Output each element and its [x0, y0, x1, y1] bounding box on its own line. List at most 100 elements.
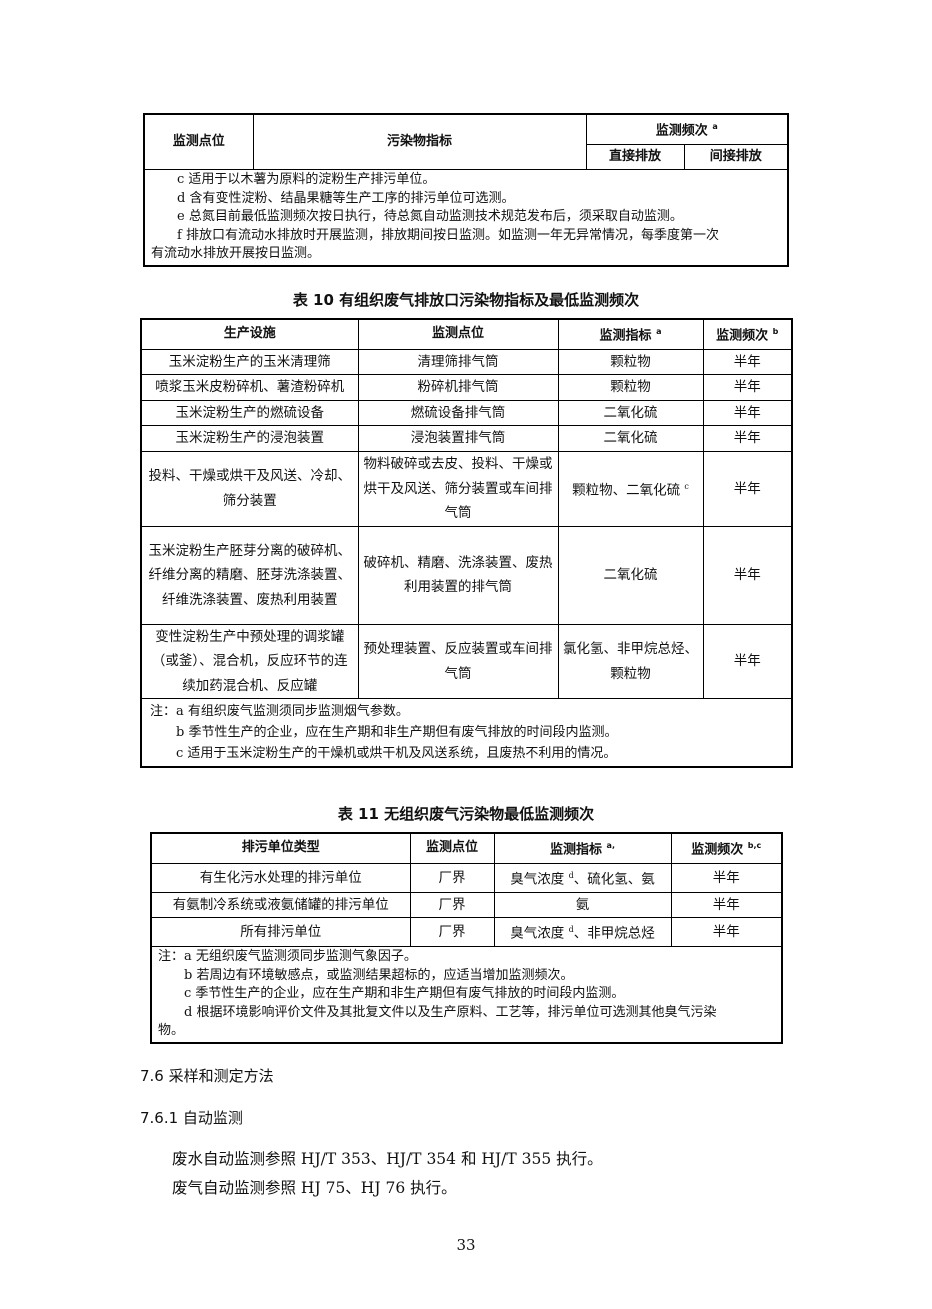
cell-indicator: 臭气浓度 d、非甲烷总烃	[493, 917, 672, 948]
cell-freq: 半年	[702, 399, 793, 427]
column-header: 监测频次 b	[702, 318, 793, 350]
cell-freq: 半年	[670, 862, 783, 893]
indicator-text: 臭气浓度	[510, 871, 565, 888]
header-text: 监测指标	[599, 328, 652, 344]
note: 注：a 无组织废气监测须同步监测气象因子。	[158, 949, 417, 965]
freq-text: 半年	[733, 379, 761, 396]
header-freq: 监测频次 a	[585, 113, 789, 145]
indicator-text: 二氧化硫	[603, 430, 658, 447]
cell-facility: 玉米淀粉生产胚芽分离的破碎机、纤维分离的精磨、胚芽洗涤装置、纤维洗涤装置、废热利…	[140, 525, 359, 625]
sup: b,c	[747, 841, 762, 850]
paragraph: 废水自动监测参照 HJ/T 353、HJ/T 354 和 HJ/T 355 执行…	[172, 1150, 603, 1168]
sup: b	[772, 327, 779, 336]
cell-facility: 玉米淀粉生产的浸泡装置	[140, 425, 359, 452]
header-text: 监测频次	[716, 328, 769, 344]
cell-facility: 玉米淀粉生产的燃硫设备	[140, 399, 359, 427]
cell-freq: 半年	[702, 348, 793, 376]
header-text: 排污单位类型	[241, 840, 320, 856]
column-header: 排污单位类型	[150, 832, 411, 864]
cell-indicator: 颗粒物	[557, 374, 704, 401]
note: f 排放口有流动水排放时开展监测，排放期间按日监测。如监测一年无异常情况，每季度…	[177, 227, 719, 243]
point-text: 厂界	[438, 869, 466, 886]
freq-text: 半年	[733, 430, 761, 447]
note: e 总氮目前最低监测频次按日执行，待总氮自动监测技术规范发布后，须采取自动监测。	[177, 209, 683, 225]
point-text: 厂界	[438, 896, 466, 913]
header-indirect: 间接排放	[683, 143, 789, 171]
table-row: 玉米淀粉生产的燃硫设备 燃硫设备排气筒 二氧化硫 半年	[140, 399, 793, 427]
point-text: 粉碎机排气筒	[417, 379, 499, 396]
freq-text: 半年	[733, 653, 761, 670]
indicator-text: 颗粒物、二氧化硫	[572, 482, 681, 499]
indicator-text: 颗粒物	[610, 353, 651, 370]
table-row: 玉米淀粉生产的浸泡装置 浸泡装置排气筒 二氧化硫 半年	[140, 425, 793, 452]
facility-text: 变性淀粉生产中预处理的调浆罐（或釜）、混合机，反应环节的连续加药混合机、反应罐	[151, 628, 348, 694]
point-text: 清理筛排气筒	[417, 353, 499, 370]
page-number: 33	[456, 1236, 476, 1254]
table-notes: 注：a 有组织废气监测须同步监测烟气参数。 b 季节性生产的企业，应在生产期和非…	[140, 698, 793, 768]
section-heading: 7.6 采样和测定方法	[140, 1067, 274, 1085]
point-text: 浸泡装置排气筒	[410, 430, 506, 447]
facility-text: 喷浆玉米皮粉碎机、薯渣粉碎机	[155, 379, 345, 396]
type-text: 所有排污单位	[240, 924, 322, 941]
point-text: 破碎机、精磨、洗涤装置、废热利用装置的排气筒	[363, 554, 553, 596]
cell-indicator: 二氧化硫	[557, 425, 704, 452]
cell-point: 粉碎机排气筒	[357, 374, 559, 401]
cell-freq: 半年	[702, 525, 793, 625]
cell-point: 清理筛排气筒	[357, 348, 559, 376]
table-row: 喷浆玉米皮粉碎机、薯渣粉碎机 粉碎机排气筒 颗粒物 半年	[140, 374, 793, 401]
cell-point: 厂界	[409, 862, 495, 893]
table-row: 有氨制冷系统或液氨储罐的排污单位 厂界 氨 半年	[150, 891, 783, 919]
cell-freq: 半年	[670, 891, 783, 919]
table-prev-continuation: 监测点位 污染物指标 监测频次 a 直接排放 间接排放 c 适用于以木薯为原料的…	[143, 113, 790, 267]
table11-title: 表 11 无组织废气污染物最低监测频次	[337, 805, 595, 823]
point-text: 物料破碎或去皮、投料、干燥或烘干及风送、筛分装置或车间排气筒	[363, 456, 553, 522]
note: d 含有变性淀粉、结晶果糖等生产工序的排污单位可选测。	[177, 190, 515, 206]
sup: a	[656, 327, 662, 336]
facility-text: 玉米淀粉生产的玉米清理筛	[168, 353, 331, 370]
table-row: 玉米淀粉生产的玉米清理筛 清理筛排气筒 颗粒物 半年	[140, 348, 793, 376]
header-text: 监测点位	[431, 326, 484, 342]
facility-text: 投料、干燥或烘干及风送、冷却、筛分装置	[148, 468, 352, 509]
indicator-text: 臭气浓度	[510, 925, 565, 942]
header-direct: 直接排放	[585, 143, 685, 171]
indicator-text: 氯化氢、非甲烷总烃、颗粒物	[563, 641, 698, 682]
table10-title: 表 10 有组织废气排放口污染物指标及最低监测频次	[292, 291, 640, 309]
table11: 排污单位类型 监测点位 监测指标 a, 监测频次 b,c 有生化污水处理的排污单位 厂界…	[150, 832, 783, 1044]
cell-point: 浸泡装置排气筒	[357, 425, 559, 452]
header-text: 监测指标	[550, 842, 603, 858]
header-text: 监测点位	[425, 840, 478, 856]
point-text: 预处理装置、反应装置或车间排气筒	[363, 641, 553, 682]
header-text: 监测频次	[691, 842, 744, 858]
indicator-text: 颗粒物	[610, 379, 651, 396]
sup: a	[712, 122, 718, 131]
cell-type: 所有排污单位	[150, 917, 411, 948]
cell-indicator: 二氧化硫	[557, 399, 704, 427]
indicator-text: 氨	[575, 896, 590, 913]
cell-indicator: 臭气浓度 d、硫化氢、氨	[493, 862, 672, 893]
header-pollutant: 污染物指标	[252, 113, 587, 171]
column-header: 监测指标 a	[557, 318, 704, 350]
table-notes: 注：a 无组织废气监测须同步监测气象因子。 b 若周边有环境敏感点，或监测结果超…	[150, 946, 783, 1044]
cell-type: 有氨制冷系统或液氨储罐的排污单位	[150, 891, 411, 919]
cell-point: 燃硫设备排气筒	[357, 399, 559, 427]
point-text: 燃硫设备排气筒	[410, 404, 506, 421]
cell-facility: 投料、干燥或烘干及风送、冷却、筛分装置	[140, 450, 359, 527]
table-row: 玉米淀粉生产胚芽分离的破碎机、纤维分离的精磨、胚芽洗涤装置、纤维洗涤装置、废热利…	[140, 525, 793, 625]
cell-point: 厂界	[409, 891, 495, 919]
table-row: 所有排污单位 厂界 臭气浓度 d、非甲烷总烃 半年	[150, 917, 783, 948]
cell-facility: 喷浆玉米皮粉碎机、薯渣粉碎机	[140, 374, 359, 401]
indicator-text: 、硫化氢、氨	[573, 871, 655, 888]
type-text: 有生化污水处理的排污单位	[199, 869, 362, 886]
cell-indicator: 氨	[493, 891, 672, 919]
column-header: 监测点位	[409, 832, 495, 864]
note: b 若周边有环境敏感点，或监测结果超标的，应适当增加监测频次。	[184, 967, 574, 983]
note: b 季节性生产的企业，应在生产期和非生产期但有废气排放的时间段内监测。	[176, 725, 618, 741]
cell-point: 厂界	[409, 917, 495, 948]
facility-text: 玉米淀粉生产的浸泡装置	[175, 430, 325, 447]
freq-text: 半年	[733, 567, 761, 584]
note: c 适用于以木薯为原料的淀粉生产排污单位。	[177, 172, 436, 188]
cell-freq: 半年	[702, 450, 793, 527]
sup: c	[684, 481, 689, 491]
note: c 适用于玉米淀粉生产的干燥机或烘干机及风送系统，且废热不利用的情况。	[176, 746, 617, 762]
